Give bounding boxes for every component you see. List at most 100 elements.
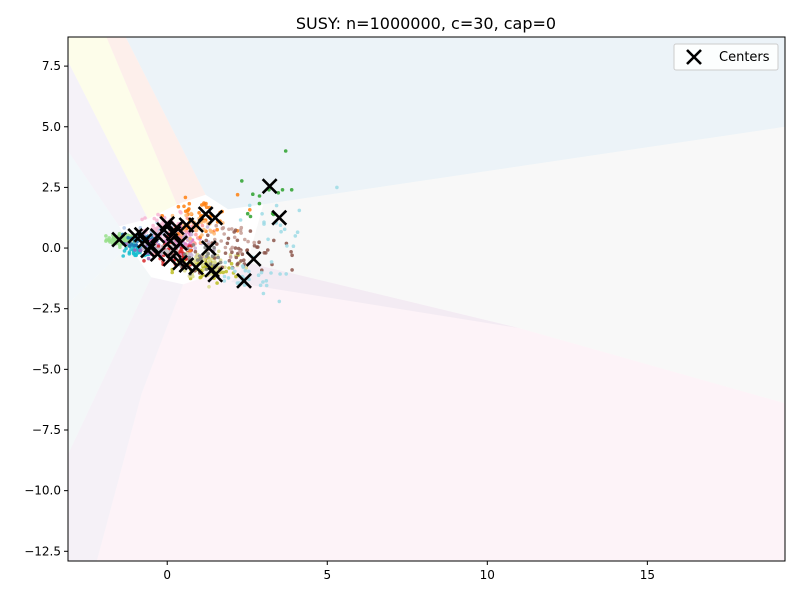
data-point (216, 255, 220, 260)
data-point (194, 228, 199, 233)
data-point (297, 208, 302, 213)
decision-region (231, 262, 520, 329)
data-point (219, 239, 223, 243)
data-point (193, 249, 198, 254)
data-point (218, 260, 223, 265)
data-point (257, 201, 262, 206)
data-point (278, 272, 282, 276)
data-point (191, 243, 196, 247)
data-point (264, 283, 269, 288)
data-point (261, 291, 266, 296)
decision-regions (68, 37, 785, 561)
decision-region (68, 277, 184, 561)
data-point (266, 248, 270, 252)
data-point (202, 219, 207, 224)
data-point (207, 285, 211, 289)
data-point (248, 208, 252, 212)
data-point (182, 204, 186, 209)
data-point (234, 255, 239, 260)
data-point (238, 249, 243, 254)
data-point (208, 262, 213, 266)
center-marker (200, 240, 217, 256)
center-marker (271, 209, 288, 226)
data-point (195, 258, 200, 262)
data-point (225, 241, 230, 246)
data-point (189, 253, 194, 257)
data-point (233, 246, 238, 250)
center-marker (149, 228, 166, 244)
y-tick-label: −12.5 (24, 544, 61, 558)
data-point (206, 233, 210, 238)
data-point (245, 211, 250, 216)
data-point (223, 245, 228, 250)
center-marker (261, 178, 278, 195)
data-point (235, 192, 240, 197)
y-tick-label: −5.0 (32, 362, 61, 376)
data-point (126, 236, 130, 240)
x-axis: 0 5 10 15 (163, 561, 655, 582)
x-tick-label: 5 (323, 568, 331, 582)
data-point (266, 237, 270, 242)
data-point (222, 274, 227, 279)
y-tick-label: 0.0 (42, 241, 61, 255)
decision-region (68, 37, 177, 219)
data-point (280, 188, 285, 192)
data-point (248, 214, 253, 219)
data-point (236, 246, 241, 251)
data-point (291, 244, 296, 248)
decision-region (125, 37, 785, 210)
data-point (202, 267, 206, 272)
y-tick-label: −7.5 (32, 423, 61, 437)
data-point (204, 267, 209, 272)
data-point (200, 223, 205, 228)
data-point (278, 223, 283, 227)
data-point (226, 236, 231, 241)
legend-centers-label: Centers (719, 50, 770, 65)
data-point (230, 227, 234, 231)
x-tick-label: 10 (480, 568, 495, 582)
center-marker (149, 246, 166, 263)
decision-region (96, 262, 785, 561)
y-tick-label: 5.0 (42, 120, 61, 134)
decision-region (106, 37, 206, 205)
data-point (257, 240, 261, 244)
data-point (189, 211, 193, 216)
data-point (214, 267, 218, 272)
data-point (239, 231, 243, 235)
data-point (223, 260, 228, 265)
data-point (244, 266, 248, 270)
data-point (279, 229, 283, 234)
data-point (121, 254, 125, 258)
data-point (193, 246, 197, 250)
data-point (204, 205, 209, 209)
data-point (222, 279, 227, 283)
data-point (289, 250, 293, 254)
data-point (269, 260, 274, 264)
x-tick-label: 15 (640, 568, 655, 582)
decision-region (68, 245, 152, 455)
data-point (213, 237, 217, 242)
data-point (151, 223, 155, 228)
data-point (205, 225, 210, 229)
data-point (215, 281, 219, 285)
data-point (187, 244, 192, 248)
data-point (117, 231, 122, 236)
data-point (251, 192, 255, 196)
data-point (184, 213, 188, 218)
chart-title: SUSY: n=1000000, c=30, cap=0 (296, 14, 556, 33)
data-point (235, 262, 240, 267)
decision-region (68, 151, 129, 304)
data-point (289, 188, 294, 192)
data-point (262, 220, 266, 224)
data-point (234, 274, 238, 279)
data-point (129, 242, 134, 246)
data-point (122, 237, 127, 241)
data-point (155, 218, 159, 223)
data-point (245, 248, 250, 252)
data-point (283, 149, 288, 153)
data-point (191, 274, 195, 279)
data-point (217, 249, 221, 254)
data-point (189, 232, 194, 237)
data-point (248, 229, 253, 233)
